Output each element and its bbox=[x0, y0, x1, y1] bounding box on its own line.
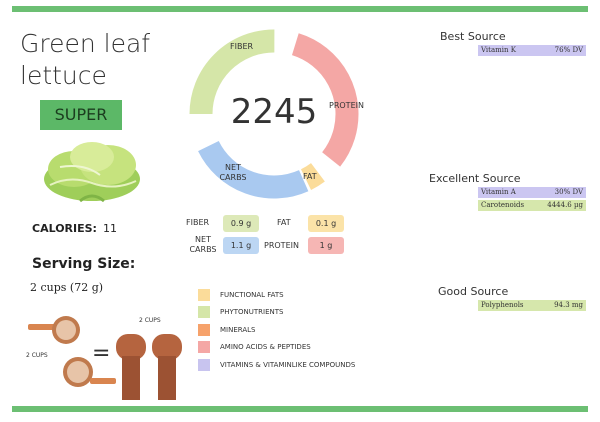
fists-icon bbox=[116, 334, 182, 400]
legend-item: VITAMINS & VITAMINLIKE COMPOUNDS bbox=[198, 356, 355, 374]
bottom-divider bbox=[12, 406, 588, 412]
legend-item: PHYTONUTRIENTS bbox=[198, 304, 355, 322]
source-value: 94.3 mg bbox=[554, 301, 583, 309]
macro-value-net-carbs: 1.1 g bbox=[223, 237, 259, 254]
legend-swatch bbox=[198, 288, 210, 301]
food-title-line1: Green leaf bbox=[20, 29, 151, 58]
source-value: 76% DV bbox=[554, 46, 583, 54]
legend-item: AMINO ACIDS & PEPTIDES bbox=[198, 339, 355, 357]
serving-size-value: 2 cups (72 g) bbox=[30, 281, 104, 294]
excellent-source-row: Carotenoids 4444.6 µg bbox=[478, 200, 586, 211]
equals-sign: = bbox=[92, 341, 110, 366]
donut-label-fiber: FIBER bbox=[230, 42, 254, 51]
calories-label: CALORIES: bbox=[32, 222, 97, 235]
donut-label-net-carbs: NET CARBS bbox=[219, 163, 247, 182]
source-name: Vitamin A bbox=[481, 188, 516, 196]
donut-segment-net-carbs bbox=[189, 29, 359, 199]
super-badge: SUPER bbox=[40, 100, 122, 130]
legend-label: PHYTONUTRIENTS bbox=[220, 308, 284, 317]
macro-value-protein: 1 g bbox=[308, 237, 344, 254]
donut-label-protein: PROTEIN bbox=[329, 101, 364, 110]
legend-label: FUNCTIONAL FATS bbox=[220, 290, 284, 299]
macro-label-protein: PROTEIN bbox=[264, 241, 299, 250]
measure-right-label: 2 CUPS bbox=[139, 317, 161, 324]
measuring-cup-icon bbox=[28, 316, 80, 344]
legend-swatch bbox=[198, 341, 210, 354]
macro-label-net-carbs-line1: NET bbox=[195, 235, 211, 244]
macro-label-net-carbs-line2: CARBS bbox=[189, 245, 217, 254]
donut-segment-fat bbox=[189, 29, 359, 199]
calories: CALORIES: 11 bbox=[32, 222, 117, 235]
measuring-cup-icon bbox=[63, 357, 116, 387]
donut-total: 2245 bbox=[230, 92, 318, 132]
measure-left-label: 2 CUPS bbox=[26, 352, 48, 359]
excellent-source-heading: Excellent Source bbox=[429, 172, 521, 185]
top-divider bbox=[12, 6, 588, 12]
best-source-row: Vitamin K 76% DV bbox=[478, 45, 586, 56]
good-source-heading: Good Source bbox=[438, 285, 509, 298]
source-name: Carotenoids bbox=[481, 201, 525, 209]
serving-measure-illustration: 2 CUPS = 2 CUPS bbox=[26, 316, 182, 400]
nutrient-donut-chart bbox=[189, 29, 359, 199]
source-value: 30% DV bbox=[554, 188, 583, 196]
source-value: 4444.6 µg bbox=[547, 201, 583, 209]
macro-label-fat: FAT bbox=[277, 218, 291, 227]
calories-value: 11 bbox=[102, 222, 117, 235]
legend-label: MINERALS bbox=[220, 325, 256, 334]
legend-item: FUNCTIONAL FATS bbox=[198, 286, 355, 304]
excellent-source-row: Vitamin A 30% DV bbox=[478, 187, 586, 198]
source-name: Vitamin K bbox=[481, 46, 516, 54]
macro-value-fiber: 0.9 g bbox=[223, 215, 259, 232]
legend-label: AMINO ACIDS & PEPTIDES bbox=[220, 343, 311, 352]
source-name: Polyphenols bbox=[481, 301, 524, 309]
donut-segment-protein bbox=[189, 29, 359, 199]
donut-segment-fiber bbox=[189, 29, 359, 199]
legend-swatch bbox=[198, 358, 210, 371]
legend-swatch bbox=[198, 306, 210, 319]
good-source-row: Polyphenols 94.3 mg bbox=[478, 300, 586, 311]
donut-label-fat: FAT bbox=[303, 172, 317, 181]
macro-label-net-carbs: NET CARBS bbox=[186, 235, 220, 255]
serving-size-heading: Serving Size: bbox=[32, 256, 136, 272]
food-title-line2: lettuce bbox=[20, 61, 107, 90]
legend-swatch bbox=[198, 323, 210, 336]
macro-value-fat: 0.1 g bbox=[308, 215, 344, 232]
food-title: Green leaf lettuce bbox=[20, 28, 150, 92]
best-source-heading: Best Source bbox=[440, 30, 506, 43]
lettuce-icon bbox=[44, 142, 140, 203]
macro-label-fiber: FIBER bbox=[186, 218, 210, 227]
legend-label: VITAMINS & VITAMINLIKE COMPOUNDS bbox=[220, 360, 356, 369]
legend-item: MINERALS bbox=[198, 321, 355, 339]
nutrient-legend: FUNCTIONAL FATS PHYTONUTRIENTS MINERALS … bbox=[198, 286, 355, 374]
